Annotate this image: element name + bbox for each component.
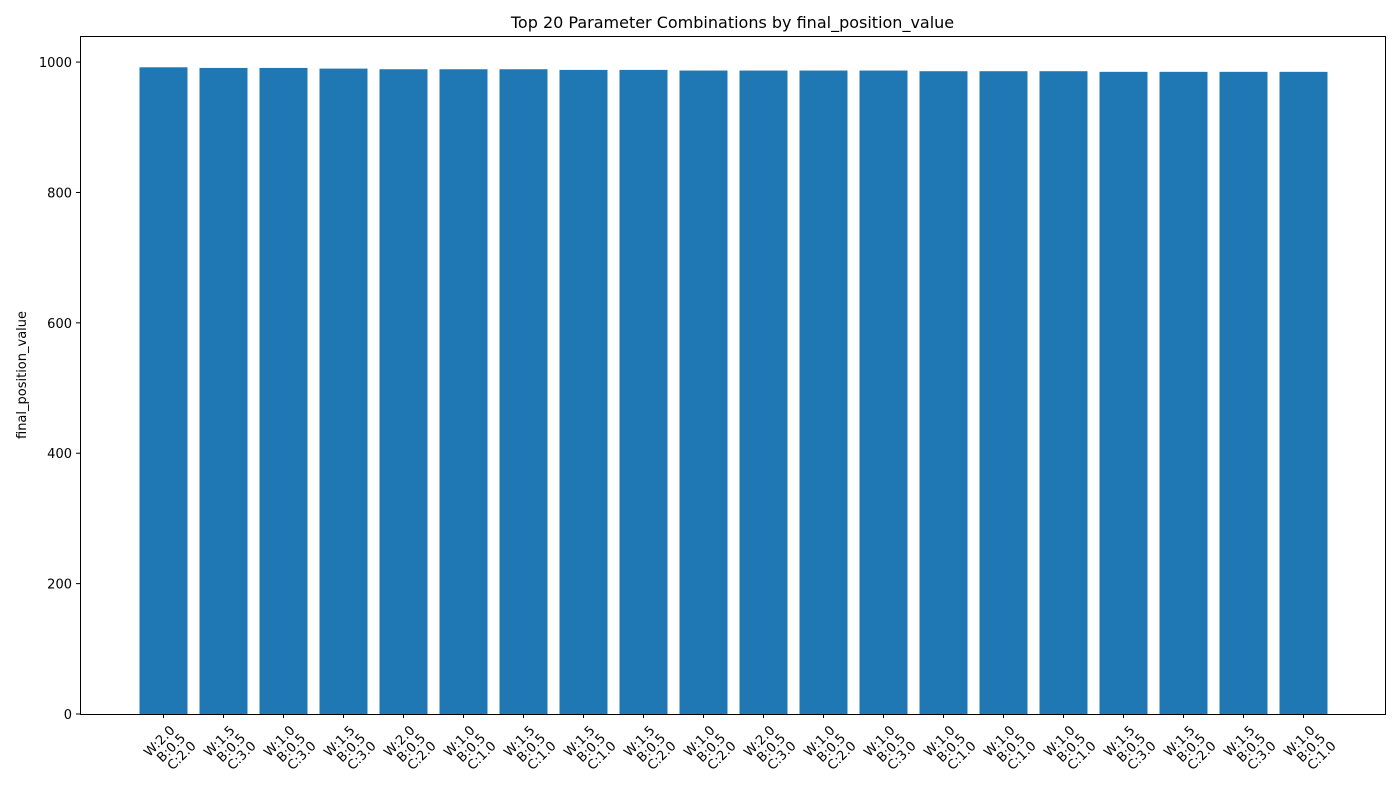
bar [679, 70, 728, 714]
x-tick-label: W:2.0B:0.5C:3.0 [742, 720, 800, 778]
x-tick-label: W:2.0B:0.5C:2.0 [382, 720, 440, 778]
svg-text:W:1.5B:0.5C:3.0: W:1.5B:0.5C:3.0 [322, 720, 380, 778]
bar [979, 71, 1028, 714]
svg-text:W:1.0B:0.5C:3.0: W:1.0B:0.5C:3.0 [862, 720, 920, 778]
bars-layer [139, 67, 1328, 715]
y-axis-label: final_position_value [15, 311, 30, 439]
svg-text:W:1.0B:0.5C:2.0: W:1.0B:0.5C:2.0 [802, 720, 860, 778]
x-tick-label: W:1.5B:0.5C:3.0 [1222, 720, 1280, 778]
bar [1099, 71, 1148, 714]
bar [319, 68, 368, 715]
svg-text:W:1.5B:0.5C:3.0: W:1.5B:0.5C:3.0 [1102, 720, 1160, 778]
bar [259, 67, 308, 715]
y-tick-label: 400 [47, 447, 72, 462]
bar [739, 70, 788, 714]
y-tick-label: 800 [47, 186, 72, 201]
x-tick-label: W:1.0B:0.5C:3.0 [862, 720, 920, 778]
svg-text:W:1.0B:0.5C:1.0: W:1.0B:0.5C:1.0 [442, 720, 500, 778]
svg-text:W:1.5B:0.5C:3.0: W:1.5B:0.5C:3.0 [202, 720, 260, 778]
x-tick-label: W:1.0B:0.5C:1.0 [982, 720, 1040, 778]
svg-text:W:2.0B:0.5C:2.0: W:2.0B:0.5C:2.0 [382, 720, 440, 778]
svg-text:W:1.5B:0.5C:3.0: W:1.5B:0.5C:3.0 [1222, 720, 1280, 778]
bar [1279, 71, 1328, 714]
svg-text:W:1.0B:0.5C:2.0: W:1.0B:0.5C:2.0 [682, 720, 740, 778]
bar [499, 69, 548, 715]
svg-text:W:1.5B:0.5C:1.0: W:1.5B:0.5C:1.0 [502, 720, 560, 778]
chart-title: Top 20 Parameter Combinations by final_p… [510, 13, 954, 33]
x-tick-label: W:2.0B:0.5C:2.0 [142, 720, 200, 778]
x-tick-label: W:1.0B:0.5C:2.0 [682, 720, 740, 778]
svg-text:W:1.5B:0.5C:2.0: W:1.5B:0.5C:2.0 [622, 720, 680, 778]
bar [379, 69, 428, 715]
y-ticks: 0 200 400 600 800 1000 [39, 56, 80, 723]
svg-text:W:1.5B:0.5C:2.0: W:1.5B:0.5C:2.0 [1162, 720, 1220, 778]
bar [859, 70, 908, 714]
svg-text:W:1.0B:0.5C:1.0: W:1.0B:0.5C:1.0 [1282, 720, 1340, 778]
x-tick-label: W:1.5B:0.5C:3.0 [322, 720, 380, 778]
x-tick-label: W:1.0B:0.5C:3.0 [262, 720, 320, 778]
svg-text:W:1.0B:0.5C:1.0: W:1.0B:0.5C:1.0 [982, 720, 1040, 778]
x-tick-label: W:1.0B:0.5C:1.0 [1042, 720, 1100, 778]
svg-text:W:1.0B:0.5C:1.0: W:1.0B:0.5C:1.0 [1042, 720, 1100, 778]
bar [439, 69, 488, 715]
bar [1039, 71, 1088, 714]
y-tick-label: 0 [64, 708, 72, 723]
svg-text:W:2.0B:0.5C:3.0: W:2.0B:0.5C:3.0 [742, 720, 800, 778]
bar [1159, 71, 1208, 714]
bar [199, 67, 248, 715]
x-tick-label: W:1.0B:0.5C:2.0 [802, 720, 860, 778]
x-tick-label: W:1.5B:0.5C:2.0 [622, 720, 680, 778]
bar [1219, 71, 1268, 714]
bar [799, 70, 848, 714]
x-tick-label: W:1.5B:0.5C:3.0 [1102, 720, 1160, 778]
x-tick-label: W:1.0B:0.5C:1.0 [1282, 720, 1340, 778]
y-tick-label: 600 [47, 317, 72, 332]
plot-frame [80, 36, 1386, 715]
y-tick-label: 200 [47, 578, 72, 593]
x-tick-label: W:1.5B:0.5C:3.0 [202, 720, 260, 778]
bar [139, 67, 188, 715]
svg-text:W:1.0B:0.5C:3.0: W:1.0B:0.5C:3.0 [262, 720, 320, 778]
svg-text:W:1.0B:0.5C:1.0: W:1.0B:0.5C:1.0 [922, 720, 980, 778]
x-ticks: W:2.0B:0.5C:2.0 W:1.5B:0.5C:3.0 W:1.0B:0.5… [142, 714, 1340, 778]
bar [619, 69, 668, 714]
svg-text:W:2.0B:0.5C:2.0: W:2.0B:0.5C:2.0 [142, 720, 200, 778]
svg-text:W:1.5B:0.5C:1.0: W:1.5B:0.5C:1.0 [562, 720, 620, 778]
bar [559, 69, 608, 714]
x-tick-label: W:1.5B:0.5C:2.0 [1162, 720, 1220, 778]
x-tick-label: W:1.5B:0.5C:1.0 [502, 720, 560, 778]
bar [919, 71, 968, 714]
y-tick-label: 1000 [39, 56, 72, 71]
x-tick-label: W:1.0B:0.5C:1.0 [922, 720, 980, 778]
x-tick-label: W:1.0B:0.5C:1.0 [442, 720, 500, 778]
x-tick-label: W:1.5B:0.5C:1.0 [562, 720, 620, 778]
